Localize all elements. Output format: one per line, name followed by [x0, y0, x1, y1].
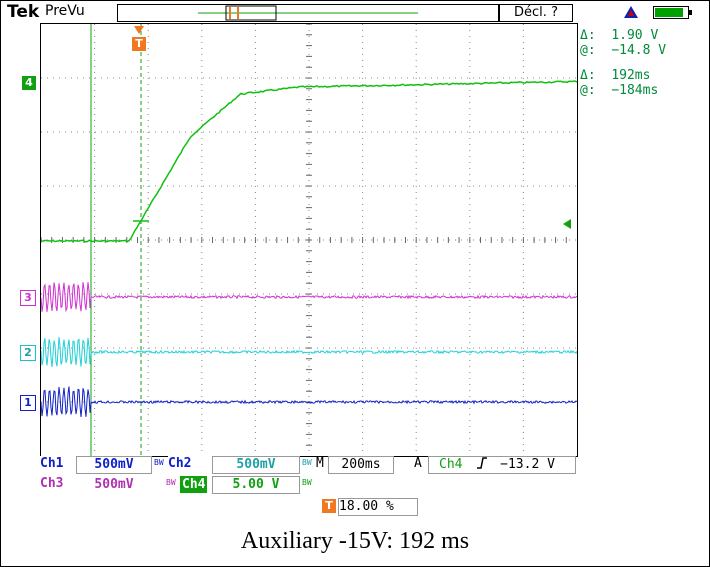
- ch3-label: Ch3: [40, 476, 84, 492]
- record-view-bar: [117, 4, 499, 22]
- ch1-bw-flag: BW: [154, 458, 164, 467]
- trigger-level: −13.2 V: [500, 457, 555, 472]
- center-axis-ticks: [40, 23, 567, 446]
- ch1-scale[interactable]: 500mV: [76, 456, 152, 474]
- volt-at-value: −14.8 V: [611, 43, 667, 58]
- acquisition-mode: PreVu: [45, 3, 85, 19]
- trigger-status: Décl. ?: [499, 4, 573, 22]
- trigger-arrow-icon: [134, 26, 144, 34]
- time-delta-value: 192ms: [611, 68, 651, 83]
- trigger-source: Ch4: [439, 457, 463, 472]
- cursor-readouts: Δ: 1.90 V @: −14.8 V Δ: 192ms @: −184ms: [580, 28, 705, 98]
- rising-edge-icon: [477, 457, 488, 469]
- time-at-label: @:: [580, 83, 596, 98]
- trigger-level-arrow-icon: [563, 219, 571, 229]
- ch4-trace: [40, 80, 578, 243]
- ch3-ground-marker[interactable]: 3: [20, 290, 36, 306]
- ch3-bw-flag: BW: [166, 478, 176, 487]
- ch2-label: Ch2: [168, 456, 212, 472]
- brand-logo: Tek: [7, 2, 40, 22]
- settings-panel: Ch1 500mV BW Ch2 500mV BW M 200ms A Ch4 …: [40, 456, 580, 496]
- ch1-ground-marker[interactable]: 1: [20, 395, 36, 411]
- volt-at-label: @:: [580, 43, 596, 58]
- trigger-position-value[interactable]: 18.00 %: [338, 498, 418, 516]
- ch3-trace: [40, 282, 578, 313]
- trigger-settings[interactable]: Ch4 −13.2 V: [428, 456, 576, 474]
- volt-delta-value: 1.90 V: [611, 28, 659, 43]
- ch2-trace: [40, 337, 578, 368]
- trigger-position-icon: T: [322, 499, 336, 513]
- ch2-scale[interactable]: 500mV: [212, 456, 300, 474]
- warning-triangle-icon: [624, 6, 638, 18]
- ch4-ground-marker[interactable]: 4: [22, 76, 36, 90]
- trigger-mode: A: [414, 456, 422, 471]
- scope-status-bar: Tek PreVu Décl. ?: [1, 1, 707, 23]
- waveform-display[interactable]: [40, 23, 578, 457]
- record-position-indicator: [198, 5, 418, 21]
- time-delta-label: Δ:: [580, 68, 596, 83]
- ch3-scale[interactable]: 500mV: [76, 476, 152, 494]
- time-at-value: −184ms: [611, 83, 659, 98]
- ch4-bw-flag: BW: [302, 478, 312, 487]
- timebase-value[interactable]: 200ms: [328, 456, 394, 474]
- ch1-label: Ch1: [40, 456, 84, 472]
- volt-delta-label: Δ:: [580, 28, 596, 43]
- battery-icon: [653, 6, 692, 19]
- ch2-bw-flag: BW: [302, 458, 312, 467]
- ch1-trace: [40, 386, 578, 417]
- ch2-ground-marker[interactable]: 2: [20, 345, 36, 361]
- trigger-position-marker[interactable]: T: [132, 37, 146, 51]
- timebase-prefix: M: [316, 456, 324, 471]
- figure-caption: Auxiliary -15V: 192 ms: [240, 528, 470, 554]
- graticule: [40, 23, 578, 456]
- ch4-scale[interactable]: 5.00 V: [212, 476, 300, 494]
- ch4-label: Ch4: [180, 476, 208, 493]
